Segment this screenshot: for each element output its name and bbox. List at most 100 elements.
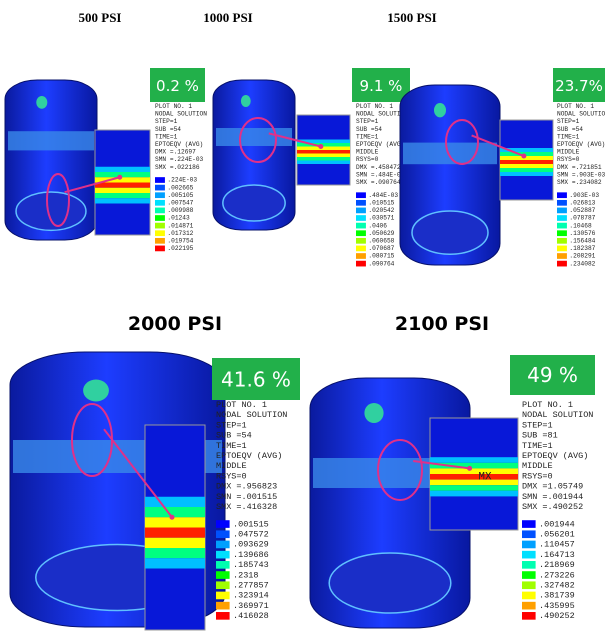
legend-value: .017312: [167, 230, 193, 237]
legend-value: .078787: [569, 215, 595, 222]
zoom-band: [500, 172, 553, 176]
legend-info: DMX =.721851: [557, 164, 602, 171]
zoom-band: [500, 152, 553, 156]
zoom-band: [297, 154, 350, 158]
legend-value: .130576: [569, 230, 595, 237]
hole: [36, 96, 47, 109]
legend-value: .070687: [368, 245, 394, 252]
legend-swatch: [557, 200, 567, 206]
legend-value: .185743: [233, 560, 269, 570]
zoom-band: [430, 474, 518, 480]
legend-info: SMX =.022186: [155, 164, 200, 171]
legend-value: .050629: [368, 230, 394, 237]
legend-info: SMX =.416328: [216, 502, 277, 512]
legend-swatch: [522, 551, 536, 559]
zoom-band: [500, 156, 553, 160]
legend-swatch: [522, 520, 536, 528]
hole: [83, 380, 109, 402]
legend-info: SUB =81: [522, 431, 558, 441]
legend-info: NODAL SOLUTION: [557, 111, 605, 118]
arrow-head: [467, 466, 472, 471]
zoom-band: [430, 480, 518, 486]
legend-info: TIME=1: [216, 441, 247, 451]
zoom-band: [430, 485, 518, 491]
legend-info: SMN =.484E-03: [356, 171, 405, 178]
hole: [434, 103, 446, 117]
legend-swatch: [356, 246, 366, 252]
legend-info: NODAL SOLUTION: [522, 410, 593, 420]
legend-swatch: [557, 261, 567, 267]
zoom-band: [500, 160, 553, 164]
legend-value: .110457: [539, 540, 575, 550]
legend-value: .01243: [167, 215, 190, 222]
zoom-band: [95, 188, 150, 193]
panel-title: 2000 PSI: [128, 313, 222, 335]
legend-swatch: [216, 592, 230, 600]
legend-info: PLOT NO. 1: [557, 103, 594, 110]
legend-swatch: [557, 208, 567, 214]
zoom-band: [430, 457, 518, 463]
legend-info: SUB =54: [216, 431, 252, 441]
legend-swatch: [216, 530, 230, 538]
legend-swatch: [155, 185, 165, 191]
legend-info: TIME=1: [356, 133, 379, 140]
legend-info: PLOT NO. 1: [216, 400, 267, 410]
legend-value: .218969: [539, 560, 575, 570]
legend-swatch: [522, 541, 536, 549]
legend-value: .234082: [569, 260, 595, 267]
zoom-band: [430, 468, 518, 474]
zoom-band: [297, 161, 350, 165]
legend-value: .0406: [368, 222, 387, 229]
legend-info: TIME=1: [155, 133, 178, 140]
legend-value: .277857: [233, 581, 269, 591]
legend-value: .273226: [539, 570, 575, 580]
legend-info: SMN =.001944: [522, 492, 583, 502]
legend-value: .10468: [569, 222, 592, 229]
legend-swatch: [155, 215, 165, 221]
legend-info: DMX =1.05749: [522, 482, 583, 492]
percent-label: 23.7%: [555, 77, 603, 95]
legend-info: STEP=1: [522, 420, 553, 430]
legend-swatch: [356, 208, 366, 214]
legend-info: DMX =.12697: [155, 149, 196, 156]
legend-swatch: [216, 541, 230, 549]
panel-title: 1000 PSI: [203, 10, 252, 25]
legend-value: .030571: [368, 215, 394, 222]
zoom-band: [145, 497, 205, 507]
zoom-band: [145, 548, 205, 558]
legend-value: .090764: [368, 260, 394, 267]
zoom-band: [145, 517, 205, 527]
legend-swatch: [216, 571, 230, 579]
legend-swatch: [356, 253, 366, 259]
percent-label: 9.1 %: [360, 77, 403, 95]
legend-swatch: [216, 551, 230, 559]
legend-swatch: [522, 581, 536, 589]
arrow-head: [318, 144, 323, 149]
legend-info: RSYS=0: [557, 156, 580, 163]
legend-value: .014871: [167, 222, 193, 229]
legend-swatch: [557, 215, 567, 221]
legend-swatch: [155, 230, 165, 236]
legend-value: .007547: [167, 200, 193, 207]
legend-info: EPTOEQV (AVG): [356, 141, 404, 148]
legend-swatch: [356, 200, 366, 206]
legend-value: .182387: [569, 245, 595, 252]
legend-swatch: [522, 571, 536, 579]
legend-swatch: [155, 238, 165, 244]
zoom-band: [95, 183, 150, 188]
legend-info: SMN =.903E-03: [557, 171, 605, 178]
legend-info: MIDDLE: [216, 461, 247, 471]
cylinder-end: [16, 192, 86, 230]
legend-info: PLOT NO. 1: [356, 103, 393, 110]
legend-swatch: [356, 192, 366, 198]
zoom-label: MX: [478, 472, 492, 484]
legend-value: .026813: [569, 200, 595, 207]
legend-value: .164713: [539, 550, 575, 560]
legend-value: .080715: [368, 253, 394, 260]
legend-info: DMX =.458472: [356, 164, 401, 171]
legend-swatch: [216, 612, 230, 620]
percent-label: 41.6 %: [221, 368, 291, 392]
legend-info: STEP=1: [216, 420, 247, 430]
legend-swatch: [356, 223, 366, 229]
zoom-band: [145, 528, 205, 538]
